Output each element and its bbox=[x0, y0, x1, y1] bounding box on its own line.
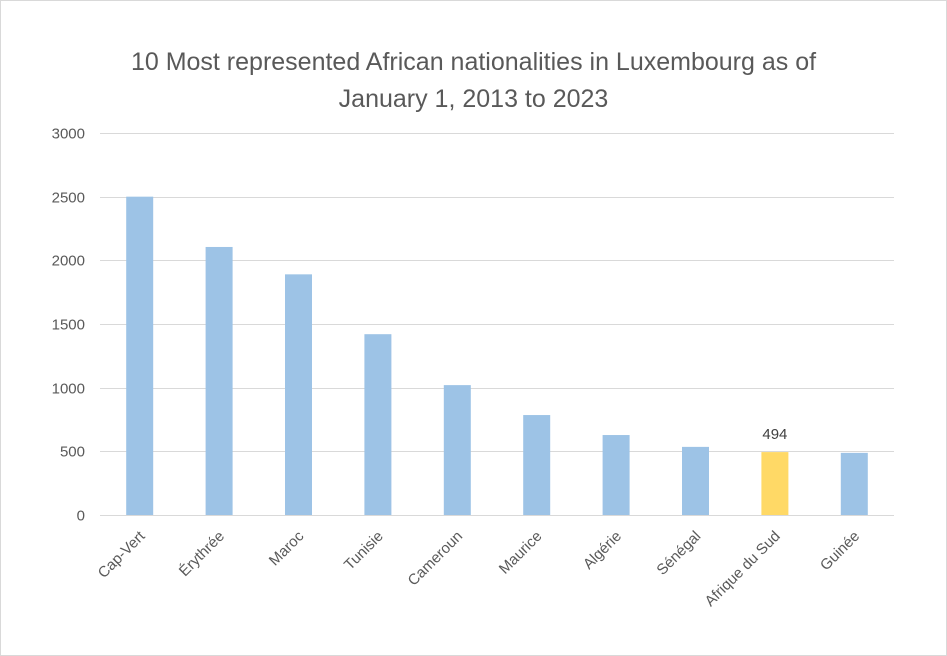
bar-cameroun bbox=[443, 385, 471, 515]
y-tick-label: 1000 bbox=[52, 381, 85, 398]
x-tick-label: Maroc bbox=[266, 527, 308, 569]
bar-tunisie bbox=[364, 334, 392, 515]
bar-cap-vert bbox=[126, 196, 154, 515]
data-label: 494 bbox=[762, 426, 787, 443]
x-tick-label: Cameroun bbox=[405, 528, 467, 590]
bar-afrique-du-sud bbox=[761, 452, 789, 515]
y-tick-label: 500 bbox=[60, 444, 85, 461]
bar-guinée bbox=[840, 452, 868, 515]
x-tick-label: Érythrée bbox=[176, 528, 228, 580]
x-axis-labels: Cap-Vert Érythrée Maroc Tunisie Cameroun Maur… bbox=[95, 527, 863, 610]
y-tick-label: 0 bbox=[77, 508, 85, 525]
x-tick-label: Algérie bbox=[580, 528, 625, 573]
bar-sénégal bbox=[682, 446, 709, 515]
chart-title-line-2: January 1, 2013 to 2023 bbox=[338, 85, 609, 113]
bar-maurice bbox=[523, 415, 551, 515]
x-tick-label: Afrique du Sud bbox=[702, 528, 784, 610]
x-tick-label: Tunisie bbox=[341, 528, 387, 574]
x-tick-label: Maurice bbox=[496, 528, 546, 578]
x-tick-label: Guinée bbox=[817, 528, 863, 574]
y-tick-label: 2000 bbox=[52, 253, 85, 270]
y-tick-label: 1500 bbox=[52, 317, 85, 334]
bar-algérie bbox=[602, 435, 630, 515]
y-tick-label: 3000 bbox=[52, 126, 85, 143]
bars bbox=[126, 196, 868, 516]
x-tick-label: Cap-Vert bbox=[95, 527, 149, 581]
y-tick-label: 2500 bbox=[52, 190, 85, 207]
chart-title: 10 Most represented African nationalitie… bbox=[60, 44, 887, 118]
bar-érythrée bbox=[205, 246, 233, 516]
chart-title-line-1: 10 Most represented African nationalitie… bbox=[130, 48, 817, 76]
x-tick-label: Sénégal bbox=[653, 528, 704, 579]
bar-maroc bbox=[285, 274, 312, 515]
data-labels: 494 bbox=[762, 426, 787, 443]
y-axis-ticks: 0 500 1000 1500 2000 2500 3000 bbox=[52, 126, 85, 525]
